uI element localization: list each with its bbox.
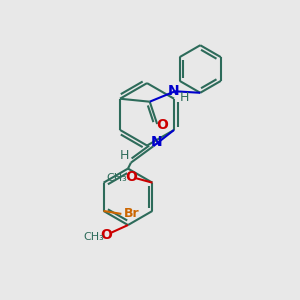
- Text: CH₃: CH₃: [106, 173, 127, 183]
- Text: Br: Br: [124, 207, 140, 220]
- Text: CH₃: CH₃: [83, 232, 104, 242]
- Text: O: O: [100, 229, 112, 242]
- Text: N: N: [168, 84, 179, 98]
- Text: H: H: [120, 149, 129, 162]
- Text: H: H: [180, 91, 189, 104]
- Text: O: O: [157, 118, 168, 133]
- Text: O: O: [125, 170, 137, 184]
- Text: N: N: [151, 135, 163, 149]
